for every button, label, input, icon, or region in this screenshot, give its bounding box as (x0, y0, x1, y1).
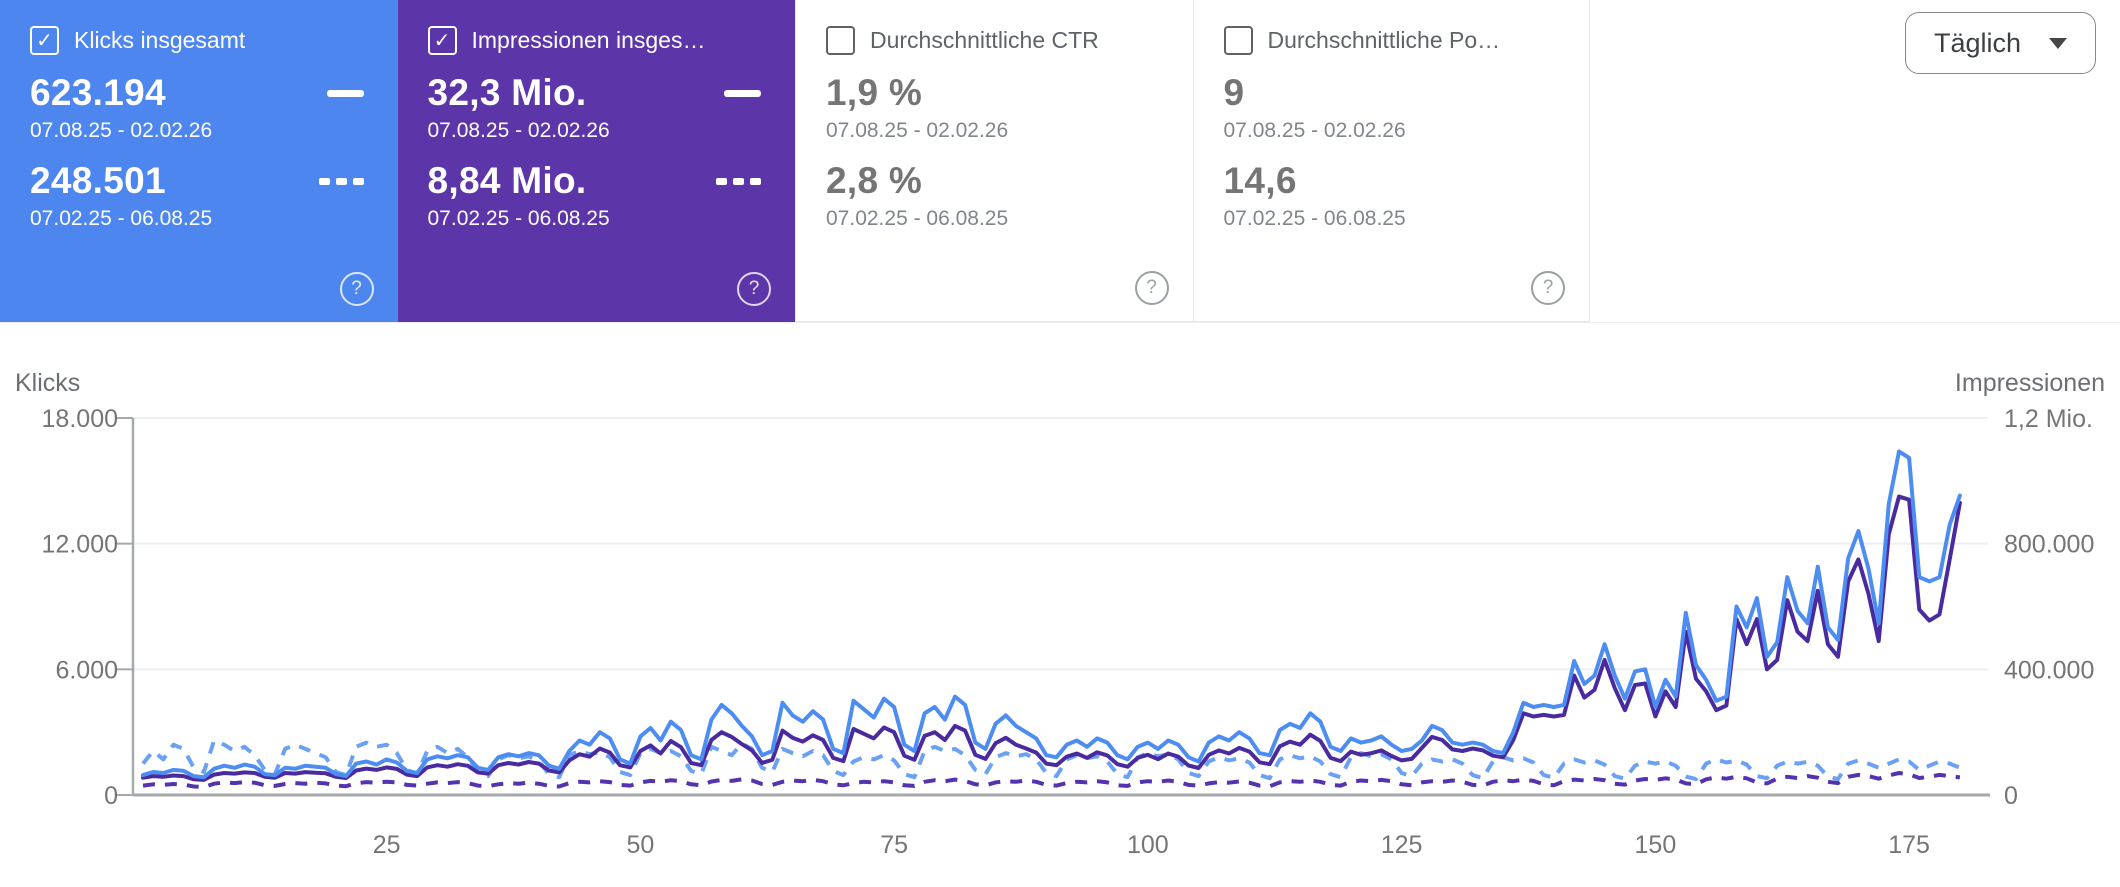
metric-value-previous: 8,84 Mio. (427, 160, 587, 201)
card-label: Impressionen insges… (471, 27, 706, 53)
chart-canvas: Klicks Impressionen 18.000 12.000 6.000 0 1,… (15, 369, 2105, 859)
right-axis-tick-label: 1,2 Mio. (2004, 405, 2093, 433)
metric-value-previous: 2,8 % (826, 160, 923, 201)
card-average-position[interactable]: Durchschnittliche Po… 9 07.08.25 - 02.02… (1192, 0, 1590, 322)
card-total-impressions[interactable]: ✓ Impressionen insges… 32,3 Mio. 07.08.2… (397, 0, 795, 322)
metric-cards-row: ✓ Klicks insgesamt 623.194 07.08.25 - 02… (0, 0, 1590, 322)
gridlines (117, 417, 1988, 796)
metric-value-current: 32,3 Mio. (427, 72, 587, 113)
card-average-ctr[interactable]: Durchschnittliche CTR 1,9 % 07.08.25 - 0… (795, 0, 1193, 322)
series-lines (141, 449, 1962, 790)
right-axis-title: Impressionen (1955, 369, 2105, 397)
date-range-previous: 07.02.25 - 06.08.25 (1223, 207, 1406, 230)
left-axis-tick-label: 6.000 (55, 656, 118, 684)
axes (131, 418, 1990, 797)
left-axis-tick-label: 0 (104, 782, 118, 810)
card-label: Durchschnittliche CTR (870, 27, 1099, 53)
dashed-line-legend-icon (716, 177, 761, 185)
metric-value-current: 623.194 (30, 72, 166, 113)
checkbox-unchecked-icon[interactable] (826, 26, 855, 55)
help-icon[interactable]: ? (339, 272, 374, 306)
date-range-current: 07.08.25 - 02.02.26 (427, 119, 610, 142)
date-range-current: 07.08.25 - 02.02.26 (826, 119, 1009, 142)
solid-line-legend-icon (326, 89, 364, 97)
x-axis-tick-label: 125 (1381, 831, 1423, 859)
x-axis-tick-label: 150 (1635, 831, 1677, 859)
series-line-klicks-07-02-25-06-08-25 (141, 738, 1961, 782)
metric-value-current: 1,9 % (826, 72, 923, 113)
metric-value-previous: 248.501 (30, 160, 166, 201)
checkbox-unchecked-icon[interactable] (1223, 26, 1253, 55)
performance-chart: Klicks Impressionen 18.000 12.000 6.000 0 1,… (0, 322, 2120, 882)
left-axis-title: Klicks (15, 369, 80, 397)
card-label: Durchschnittliche Po… (1267, 27, 1501, 53)
metric-value-current: 9 (1223, 72, 1245, 113)
series-line-impressionen-07-08-25-02-02-26 (141, 494, 1962, 782)
x-axis-tick-label: 25 (373, 831, 401, 859)
dashed-line-legend-icon (318, 177, 364, 185)
x-axis-tick-label: 75 (880, 831, 908, 859)
right-axis-tick-label: 400.000 (2004, 656, 2094, 684)
tick-labels: 18.000 12.000 6.000 0 1,2 Mio. 800.000 400.000… (42, 405, 2095, 859)
granularity-dropdown-button[interactable]: Täglich (1904, 12, 2096, 74)
right-axis-tick-label: 800.000 (2004, 531, 2094, 559)
x-axis-tick-label: 50 (626, 831, 654, 859)
date-range-previous: 07.02.25 - 06.08.25 (826, 207, 1009, 230)
checkbox-checked-icon[interactable]: ✓ (427, 26, 457, 55)
right-axis-tick-label: 0 (2004, 782, 2018, 810)
series-line-klicks-07-08-25-02-02-26 (141, 449, 1962, 780)
left-axis-tick-label: 12.000 (42, 531, 118, 559)
date-range-previous: 07.02.25 - 06.08.25 (427, 207, 610, 230)
metric-value-previous: 14,6 (1223, 160, 1297, 201)
card-label: Klicks insgesamt (74, 27, 246, 53)
date-range-current: 07.08.25 - 02.02.26 (30, 119, 213, 142)
solid-line-legend-icon (724, 89, 761, 97)
help-icon[interactable]: ? (737, 272, 771, 306)
date-range-previous: 07.02.25 - 06.08.25 (30, 207, 213, 230)
help-icon[interactable]: ? (1134, 271, 1169, 305)
cards-bottom-divider (0, 322, 2120, 323)
x-axis-tick-label: 175 (1888, 831, 1930, 859)
checkbox-checked-icon[interactable]: ✓ (30, 26, 59, 55)
left-axis-tick-label: 18.000 (42, 405, 118, 433)
card-total-clicks[interactable]: ✓ Klicks insgesamt 623.194 07.08.25 - 02… (0, 0, 398, 322)
chevron-down-icon (2049, 37, 2067, 49)
x-axis-tick-label: 100 (1127, 831, 1169, 859)
granularity-label: Täglich (1933, 27, 2021, 58)
date-range-current: 07.08.25 - 02.02.26 (1223, 119, 1406, 142)
help-icon[interactable]: ? (1531, 271, 1565, 305)
